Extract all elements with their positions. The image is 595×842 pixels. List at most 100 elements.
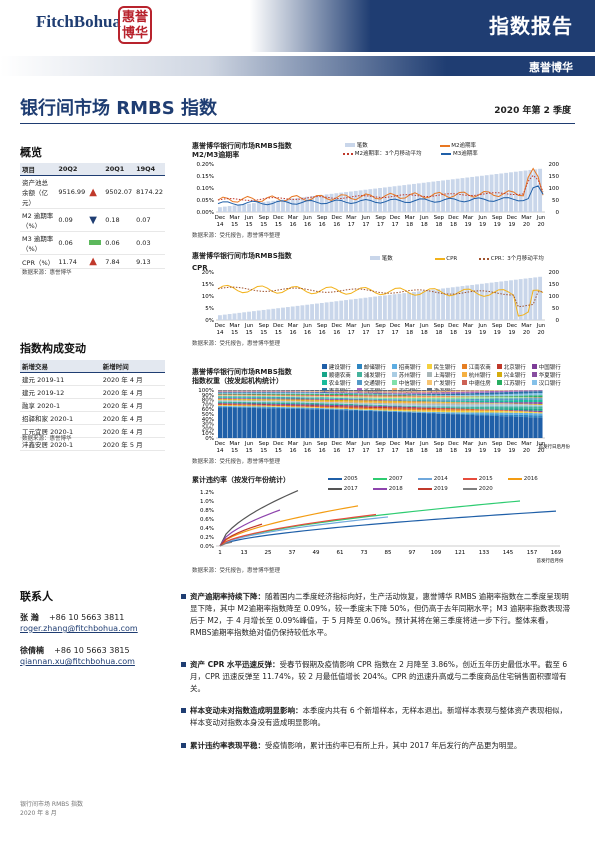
count-bar [348,299,353,320]
weight-segment [441,409,446,411]
weight-segment [484,408,490,410]
weight-segment [431,394,436,396]
count-bar [528,277,533,320]
chart1-legend: 笔数 M2逾期率 M2逾期率：3个月移动平均 M3逾期率 [343,141,478,157]
weight-segment [276,393,281,395]
weight-segment [290,390,296,392]
weight-segment [261,397,267,399]
weight-segment [431,392,436,394]
count-bar [470,284,475,320]
x-tick-label: Dec [331,215,342,221]
weight-segment [436,402,441,404]
weight-segment [382,405,388,407]
weight-segment [358,398,364,400]
weight-segment [494,392,499,395]
weight-segment [426,413,431,438]
weight-segment [339,390,344,392]
weight-segment [509,416,514,438]
weight-segment [222,401,228,403]
weight-segment [513,410,519,411]
weight-segment [484,414,490,416]
x-tick-label: 20 [538,222,545,228]
weight-segment [290,403,296,405]
x-tick-label: 18 [406,330,413,336]
weight-segment [373,401,378,403]
weight-segment [319,404,325,406]
weight-segment [523,415,528,418]
weight-segment [295,394,300,396]
weight-segment [339,409,344,411]
y-tick-label: 0% [205,436,214,442]
weight-segment [266,399,271,400]
weight-segment [242,395,247,397]
weight-segment [455,402,461,404]
contact-email-link[interactable]: roger.zhang@fitchbohua.com [20,624,138,633]
x-tick-label: 18 [421,448,428,454]
weight-segment [538,412,543,414]
weight-segment [222,403,228,405]
weight-segment [518,398,524,400]
weight-segment [504,398,509,401]
weight-segment [363,391,368,393]
arrow-up-icon: ▲ [89,186,97,198]
weight-segment [407,412,412,438]
weight-segment [281,390,286,392]
weight-segment [290,399,296,401]
weight-segment [256,399,262,400]
weight-segment [305,397,310,398]
weight-segment [533,412,538,414]
y2-tick-label: 0 [556,318,560,324]
weight-segment [416,407,422,408]
legend-item: 华夏银行 [532,372,567,380]
weight-segment [416,404,422,407]
count-bar [373,296,378,320]
weight-segment [402,401,407,404]
weight-segment [344,392,349,394]
weight-segment [455,400,461,402]
weight-segment [436,409,441,411]
weight-segment [339,401,344,403]
contact-email-link[interactable]: qiannan.xu@fitchbohua.com [20,657,135,666]
x-tick-label: Dec [390,323,401,329]
weight-segment [266,395,271,397]
overview-table: 项目 20Q2 20Q1 19Q4 资产池总余额（亿元） 9516.99 ▲ 9502… [20,163,165,269]
count-bar [295,305,300,320]
weight-segment [315,390,320,392]
weight-segment [319,408,325,409]
weight-segment [363,393,368,394]
weight-segment [455,404,461,407]
weight-segment [436,413,441,438]
weight-segment [218,400,223,402]
weight-segment [426,406,431,408]
weight-segment [441,402,446,404]
weight-segment [247,401,252,403]
weight-segment [237,396,242,398]
weight-segment [247,393,252,395]
weight-segment [416,399,422,401]
legend-item: 江苏银行 [497,380,532,388]
weight-segment [450,395,456,396]
weight-segment [290,391,296,393]
weight-segment [227,403,233,404]
legend-item: 上海银行 [427,372,462,380]
weight-segment [295,406,300,407]
x-tick-label: 169 [551,550,562,556]
weight-segment [373,406,378,409]
weight-segment [445,400,451,402]
weight-segment [382,406,388,408]
weight-segment [407,406,412,408]
weight-segment [329,397,334,398]
weight-segment [281,396,286,398]
weight-segment [232,400,237,401]
weight-segment [378,390,383,392]
weight-segment [281,406,286,407]
weight-segment [324,391,330,392]
weight-segment [305,407,310,409]
weight-segment [348,397,354,399]
weight-segment [232,399,237,401]
weight-segment [261,398,267,400]
weight-segment [261,396,267,397]
weight-segment [358,404,364,406]
weight-segment [373,404,378,405]
weight-segment [300,395,305,397]
